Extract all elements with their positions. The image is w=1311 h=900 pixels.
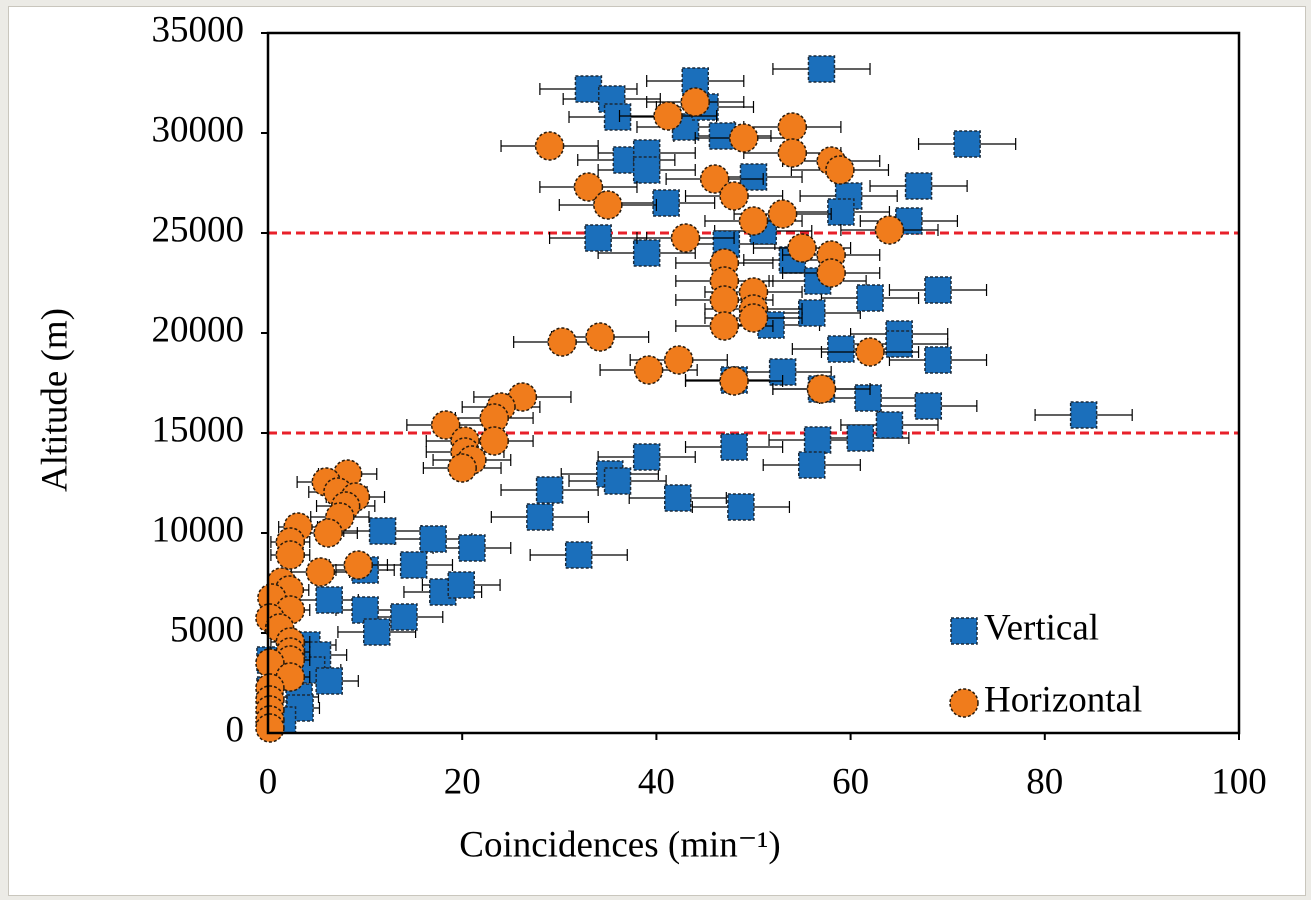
point bbox=[777, 138, 808, 168]
point bbox=[875, 411, 904, 439]
point bbox=[720, 433, 748, 461]
point bbox=[584, 224, 612, 252]
point bbox=[856, 284, 884, 312]
point bbox=[574, 75, 603, 103]
x-tick-label: 40 bbox=[638, 761, 675, 802]
point bbox=[603, 103, 632, 131]
y-tick-label: 15000 bbox=[152, 409, 245, 450]
point bbox=[275, 540, 306, 570]
point bbox=[924, 276, 952, 304]
point bbox=[315, 586, 343, 614]
point bbox=[526, 503, 554, 531]
x-tick-label: 100 bbox=[1211, 761, 1267, 802]
point bbox=[632, 443, 661, 471]
point bbox=[719, 181, 749, 211]
point bbox=[313, 518, 343, 548]
point bbox=[663, 345, 694, 375]
point bbox=[632, 156, 661, 184]
point bbox=[807, 55, 836, 83]
point bbox=[593, 190, 623, 220]
legend-marker bbox=[949, 688, 979, 718]
point bbox=[914, 392, 943, 420]
point bbox=[585, 322, 615, 352]
point bbox=[419, 525, 447, 553]
y-tick-label: 20000 bbox=[152, 309, 245, 350]
point bbox=[806, 374, 837, 404]
point bbox=[603, 467, 632, 495]
y-tick-label: 30000 bbox=[152, 109, 245, 150]
point bbox=[670, 223, 701, 253]
y-tick-label: 25000 bbox=[152, 209, 245, 250]
x-tick-label: 80 bbox=[1026, 761, 1063, 802]
point bbox=[904, 172, 933, 200]
point bbox=[709, 285, 740, 315]
y-axis-label: Altitude (m) bbox=[34, 308, 75, 492]
point bbox=[777, 112, 808, 142]
point bbox=[447, 571, 475, 599]
point bbox=[652, 189, 680, 217]
point bbox=[343, 550, 374, 580]
point bbox=[664, 484, 692, 512]
legend-label: Vertical bbox=[984, 607, 1099, 648]
point bbox=[399, 551, 428, 579]
point bbox=[953, 130, 981, 158]
point bbox=[458, 534, 486, 562]
y-tick-label: 0 bbox=[226, 709, 245, 750]
point bbox=[255, 713, 285, 743]
point bbox=[479, 426, 509, 456]
point bbox=[738, 206, 769, 236]
point bbox=[767, 199, 798, 229]
point bbox=[564, 541, 593, 569]
y-tick-label: 35000 bbox=[152, 9, 245, 50]
point bbox=[315, 667, 343, 695]
point bbox=[787, 233, 817, 263]
point bbox=[1069, 401, 1098, 429]
x-tick-label: 0 bbox=[259, 761, 278, 802]
point bbox=[633, 355, 664, 385]
point bbox=[924, 346, 952, 374]
point bbox=[885, 330, 913, 358]
point bbox=[390, 603, 418, 631]
y-tick-label: 5000 bbox=[170, 609, 244, 650]
point bbox=[827, 335, 855, 363]
plot-frame bbox=[266, 31, 1241, 735]
point bbox=[798, 299, 826, 327]
point bbox=[727, 493, 755, 521]
x-axis-label: Coincidences (min⁻¹) bbox=[459, 824, 780, 865]
point bbox=[827, 198, 855, 226]
legend-label: Horizontal bbox=[984, 679, 1142, 720]
point bbox=[729, 123, 759, 153]
point bbox=[719, 366, 749, 396]
point bbox=[368, 517, 397, 545]
point bbox=[547, 327, 577, 357]
point bbox=[573, 172, 604, 202]
point bbox=[738, 303, 769, 333]
point bbox=[680, 87, 710, 117]
point bbox=[534, 131, 565, 161]
point bbox=[709, 311, 740, 341]
point bbox=[803, 426, 832, 454]
point bbox=[855, 337, 885, 367]
point bbox=[507, 382, 538, 412]
point bbox=[305, 557, 336, 587]
legend-marker bbox=[950, 617, 978, 645]
point bbox=[653, 101, 683, 131]
point bbox=[816, 258, 846, 288]
y-tick-label: 10000 bbox=[152, 509, 245, 550]
x-tick-label: 20 bbox=[444, 761, 481, 802]
point bbox=[739, 163, 768, 191]
point bbox=[535, 476, 564, 504]
point bbox=[430, 410, 461, 440]
point bbox=[825, 155, 855, 185]
point bbox=[632, 239, 661, 267]
point bbox=[363, 618, 391, 646]
point bbox=[846, 424, 875, 452]
point bbox=[874, 215, 905, 245]
x-tick-label: 60 bbox=[832, 761, 869, 802]
point bbox=[447, 453, 477, 483]
point bbox=[699, 164, 730, 194]
point bbox=[798, 451, 826, 479]
